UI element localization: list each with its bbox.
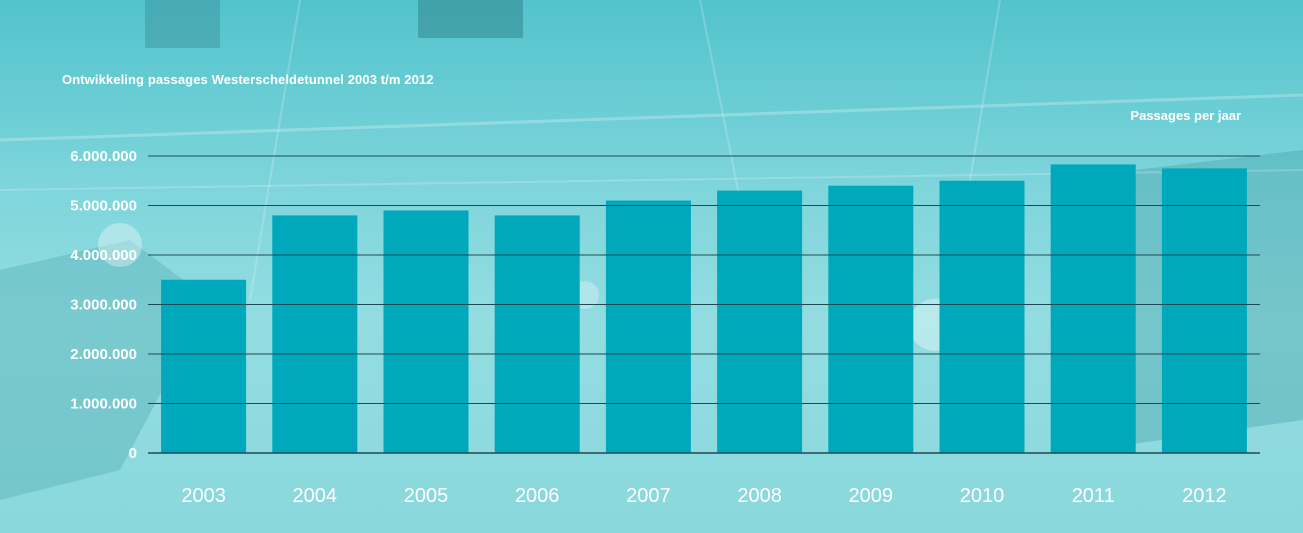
x-tick-label: 2010: [960, 485, 1005, 507]
bar-2012: [1161, 168, 1247, 453]
x-tick-label: 2012: [1182, 485, 1227, 507]
bar-2003: [161, 279, 247, 453]
bar-2004: [272, 215, 358, 453]
x-tick-label: 2005: [404, 485, 449, 507]
bar-2006: [494, 215, 580, 453]
y-tick-label: 3.000.000: [70, 297, 137, 314]
x-tick-label: 2009: [849, 485, 894, 507]
bar-2008: [717, 190, 803, 453]
y-tick-label: 6.000.000: [70, 148, 137, 165]
y-axis-label: Passages per jaar: [1130, 108, 1241, 123]
x-tick-label: 2007: [626, 485, 671, 507]
bar-2007: [605, 200, 691, 453]
y-tick-label: 1.000.000: [70, 396, 137, 413]
x-tick-label: 2004: [293, 485, 338, 507]
chart-title: Ontwikkeling passages Westerscheldetunne…: [62, 72, 434, 87]
bar-2009: [828, 185, 914, 453]
x-tick-label: 2003: [181, 485, 226, 507]
x-tick-label: 2011: [1072, 485, 1115, 507]
y-tick-label: 2.000.000: [70, 346, 137, 363]
y-tick-label: 5.000.000: [70, 198, 137, 215]
bar-2010: [939, 180, 1025, 453]
x-tick-label: 2006: [515, 485, 560, 507]
bar-2011: [1050, 164, 1136, 454]
x-tick-label: 2008: [737, 485, 782, 507]
y-tick-label: 0: [129, 445, 137, 462]
y-tick-label: 4.000.000: [70, 247, 137, 264]
bar-2005: [383, 210, 469, 453]
